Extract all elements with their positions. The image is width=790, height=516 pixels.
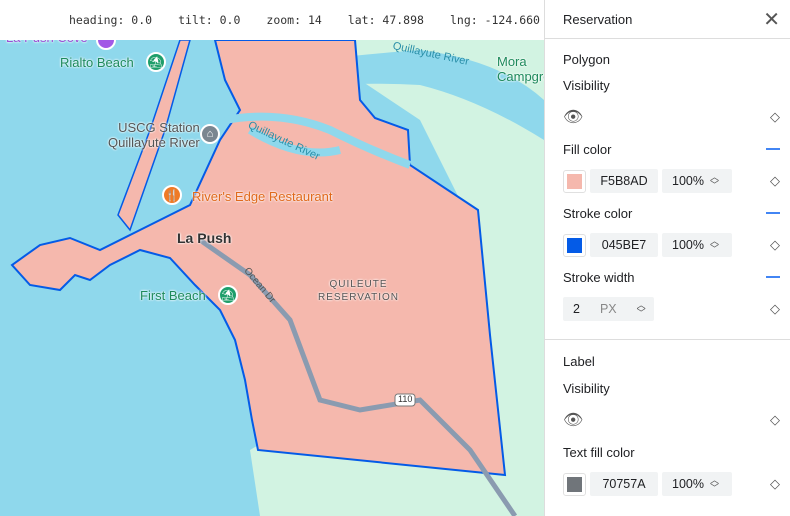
river-inner bbox=[224, 112, 412, 169]
beach-pin-icon[interactable]: ⛱ bbox=[146, 52, 166, 72]
camera-status-bar: heading: 0.0 tilt: 0.0 zoom: 14 lat: 47.… bbox=[0, 0, 544, 40]
fill-color-label: Fill color bbox=[563, 141, 612, 157]
fill-opacity-input[interactable]: 100% ︿ ﹀ bbox=[662, 169, 732, 193]
map-canvas bbox=[10, 39, 544, 516]
stroke-opacity-input[interactable]: 100% ︿ ﹀ bbox=[662, 233, 732, 257]
diamond-icon[interactable]: ◇ bbox=[770, 173, 780, 188]
label-heading: Label bbox=[563, 353, 595, 369]
beach-pin-icon[interactable]: ⛱ bbox=[218, 285, 238, 305]
stroke-hex-input[interactable]: 045BE7 bbox=[590, 233, 658, 257]
diamond-icon[interactable]: ◇ bbox=[770, 237, 780, 252]
text-fill-opacity-input[interactable]: 100% ︿ ﹀ bbox=[662, 472, 732, 496]
stroke-color-label: Stroke color bbox=[563, 205, 633, 221]
map-label-first-beach[interactable]: First Beach bbox=[140, 288, 206, 303]
route-110-shield bbox=[394, 393, 416, 407]
minus-icon[interactable] bbox=[766, 276, 780, 278]
stepper-icon: ︿ ﹀ bbox=[709, 172, 719, 190]
close-icon[interactable]: ✕ bbox=[763, 8, 780, 31]
eye-icon[interactable]: 👁 bbox=[563, 412, 584, 429]
polygon-visibility-label: Visibility bbox=[563, 77, 610, 93]
map-label-rialto-beach[interactable]: Rialto Beach bbox=[60, 55, 134, 70]
minus-icon[interactable] bbox=[766, 212, 780, 214]
text-fill-color-label: Text fill color bbox=[563, 444, 635, 460]
map-view[interactable]: heading: 0.0 tilt: 0.0 zoom: 14 lat: 47.… bbox=[0, 0, 544, 516]
zoom-readout: zoom: 14 bbox=[266, 13, 322, 27]
eye-icon[interactable]: 👁 bbox=[563, 109, 584, 126]
map-label-mora-campground[interactable]: MoraCampgro bbox=[497, 54, 544, 84]
heading-readout: heading: 0.0 bbox=[69, 13, 153, 27]
map-label-la-push[interactable]: La Push bbox=[177, 230, 232, 246]
lat-readout: lat: 47.898 bbox=[347, 13, 424, 27]
style-panel: Reservation ✕ Polygon Visibility 👁 ◇ Fill… bbox=[544, 0, 790, 516]
diamond-icon[interactable]: ◇ bbox=[770, 301, 780, 316]
stepper-icon: ︿ ﹀ bbox=[709, 236, 719, 254]
minus-icon[interactable] bbox=[766, 148, 780, 150]
fill-hex-input[interactable]: F5B8AD bbox=[590, 169, 658, 193]
reservation-polygon bbox=[10, 39, 507, 477]
lng-readout: lng: -124.660 bbox=[449, 13, 540, 27]
map-label-quileute-reservation: QUILEUTE RESERVATION bbox=[318, 279, 400, 303]
road-110 bbox=[198, 237, 518, 516]
stroke-color-swatch[interactable] bbox=[563, 233, 586, 257]
polygon-heading: Polygon bbox=[563, 51, 610, 67]
text-fill-swatch[interactable] bbox=[563, 472, 586, 496]
panel-title: Reservation bbox=[563, 11, 633, 27]
stroke-width-input[interactable]: 2 PX ︿ ﹀ bbox=[563, 297, 654, 321]
spit bbox=[117, 39, 191, 232]
fill-color-swatch[interactable] bbox=[563, 169, 586, 193]
label-visibility-label: Visibility bbox=[563, 380, 610, 396]
section-divider bbox=[545, 339, 790, 340]
government-pin-icon[interactable]: ⌂ bbox=[200, 124, 220, 144]
stroke-width-label: Stroke width bbox=[563, 269, 635, 285]
diamond-icon[interactable]: ◇ bbox=[770, 476, 780, 491]
tilt-readout: tilt: 0.0 bbox=[178, 13, 241, 27]
map-label-rivers-edge-restaurant[interactable]: River's Edge Restaurant bbox=[192, 189, 333, 204]
stepper-icon: ︿ ﹀ bbox=[636, 300, 646, 318]
diamond-icon[interactable]: ◇ bbox=[770, 109, 780, 124]
stepper-icon: ︿ ﹀ bbox=[709, 475, 719, 493]
map-label-uscg-station[interactable]: USCG Station Quillayute River bbox=[108, 120, 200, 150]
route-110-label: 110 bbox=[398, 394, 413, 404]
diamond-icon[interactable]: ◇ bbox=[770, 412, 780, 427]
restaurant-pin-icon[interactable]: 🍴 bbox=[162, 185, 182, 205]
text-fill-hex-input[interactable]: 70757A bbox=[590, 472, 658, 496]
